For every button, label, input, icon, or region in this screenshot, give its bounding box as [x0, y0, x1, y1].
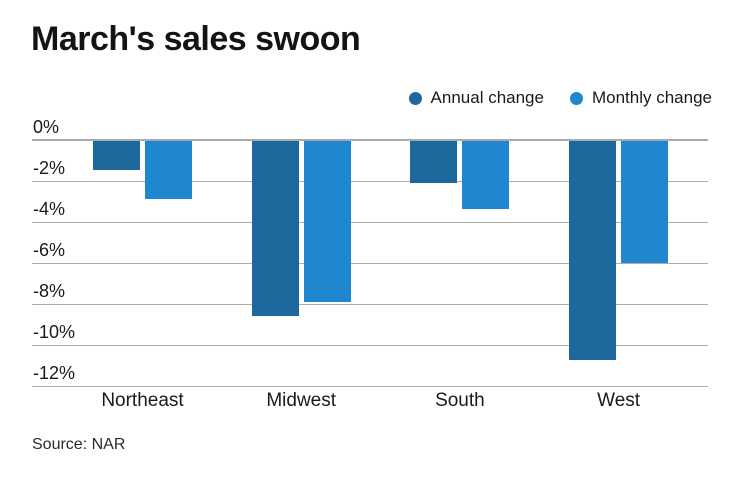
- x-axis-label: Midwest: [266, 390, 337, 411]
- monthly-series-dot-icon: [569, 91, 583, 105]
- legend-item-monthly: Monthly change: [569, 88, 712, 108]
- y-axis-tick-label: 0%: [33, 116, 60, 137]
- y-axis-tick-label: -2%: [33, 157, 66, 178]
- bar-monthly-south: [462, 139, 510, 210]
- x-axis-label: Northeast: [101, 390, 184, 411]
- y-axis-tick-label: -12%: [33, 363, 76, 384]
- x-axis-label: West: [597, 390, 641, 411]
- y-axis-tick-label: -6%: [33, 239, 66, 260]
- bar-annual-midwest: [251, 139, 299, 317]
- bar-annual-south: [410, 139, 458, 183]
- chart-title: March's sales swoon: [31, 20, 361, 58]
- legend-item-annual: Annual change: [408, 88, 544, 108]
- gridline: [32, 304, 708, 306]
- annual-series-dot-icon: [408, 91, 422, 105]
- gridline: [32, 180, 708, 182]
- bar-monthly-midwest: [303, 139, 351, 303]
- gridline: [32, 345, 708, 347]
- gridline: [32, 262, 708, 264]
- gridline: [32, 221, 708, 223]
- bar-monthly-west: [621, 139, 669, 263]
- zero-gridline: [32, 138, 708, 141]
- gridline: [32, 386, 708, 388]
- bar-annual-west: [569, 139, 617, 360]
- y-axis-tick-label: -10%: [33, 322, 76, 343]
- bar-annual-northeast: [93, 139, 140, 171]
- bar-monthly-northeast: [145, 139, 192, 200]
- legend-label-monthly: Monthly change: [591, 88, 712, 107]
- x-axis-label: South: [435, 390, 485, 411]
- y-axis-tick-label: -8%: [33, 281, 66, 302]
- legend: Annual change Monthly change: [408, 88, 712, 108]
- source-note: Source: NAR: [32, 436, 126, 453]
- y-axis-tick-label: -4%: [33, 198, 66, 219]
- legend-label-annual: Annual change: [430, 88, 544, 107]
